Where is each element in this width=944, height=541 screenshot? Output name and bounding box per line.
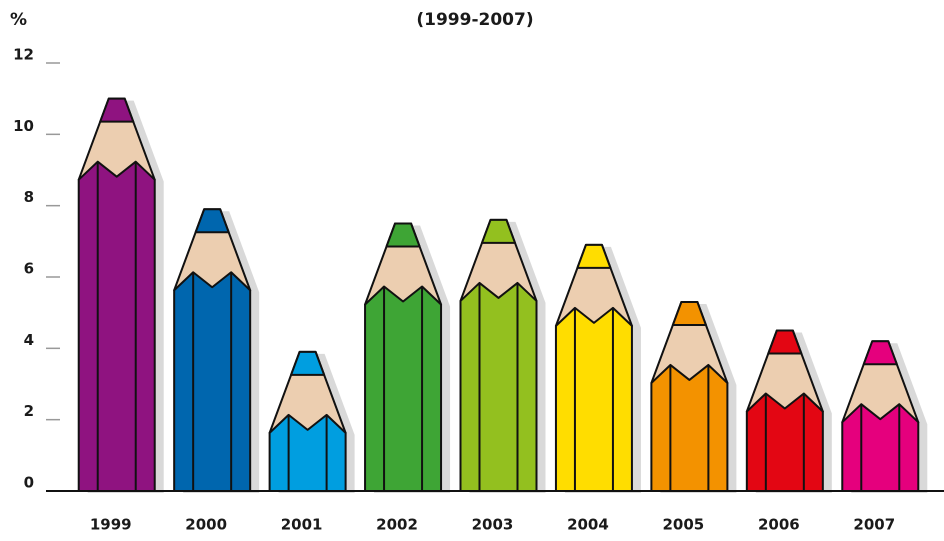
x-tick-label: 2004 <box>567 516 609 534</box>
pencil-tip <box>99 97 135 123</box>
pencil-body <box>554 306 633 492</box>
x-tick-label: 2006 <box>758 516 800 534</box>
y-tick-label: 10 <box>13 117 34 135</box>
pencil-tip <box>480 218 517 244</box>
pencil <box>745 329 832 493</box>
pencil-body <box>173 271 252 492</box>
pencil-tip <box>290 350 326 376</box>
x-tick-label: 2001 <box>281 516 323 534</box>
pencil <box>173 208 260 493</box>
y-tick-label: 8 <box>24 188 34 206</box>
y-tick-label: 6 <box>24 260 34 278</box>
pencil <box>841 340 928 493</box>
pencil-body <box>364 285 443 492</box>
pencil-body <box>745 392 824 492</box>
x-tick-label: 1999 <box>90 516 132 534</box>
pencil-tip <box>862 340 898 366</box>
pencil-tip <box>767 329 803 355</box>
pencil-body <box>459 281 538 492</box>
x-tick-label: 2007 <box>853 516 895 534</box>
pencil-body <box>77 160 156 492</box>
pencil <box>459 218 546 493</box>
y-tick-label: 2 <box>24 402 34 420</box>
pencil-tip <box>385 222 421 248</box>
pencil-tip <box>671 300 707 326</box>
pencil <box>364 222 451 493</box>
y-tick-label: 12 <box>13 46 34 64</box>
chart-title: (1999-2007) <box>416 10 533 30</box>
pencil <box>554 243 641 493</box>
pencil-tip <box>576 243 612 269</box>
pencil-body <box>650 363 729 492</box>
x-tick-label: 2000 <box>185 516 227 534</box>
pencil-tip <box>194 208 230 234</box>
x-tick-label: 2005 <box>663 516 705 534</box>
x-tick-label: 2003 <box>472 516 514 534</box>
y-tick-label: 4 <box>24 331 34 349</box>
y-axis-label: % <box>10 10 27 30</box>
pencil <box>650 300 737 493</box>
pencil <box>77 97 164 494</box>
x-tick-label: 2002 <box>376 516 418 534</box>
y-tick-label: 0 <box>24 474 34 492</box>
pencil <box>268 350 355 493</box>
